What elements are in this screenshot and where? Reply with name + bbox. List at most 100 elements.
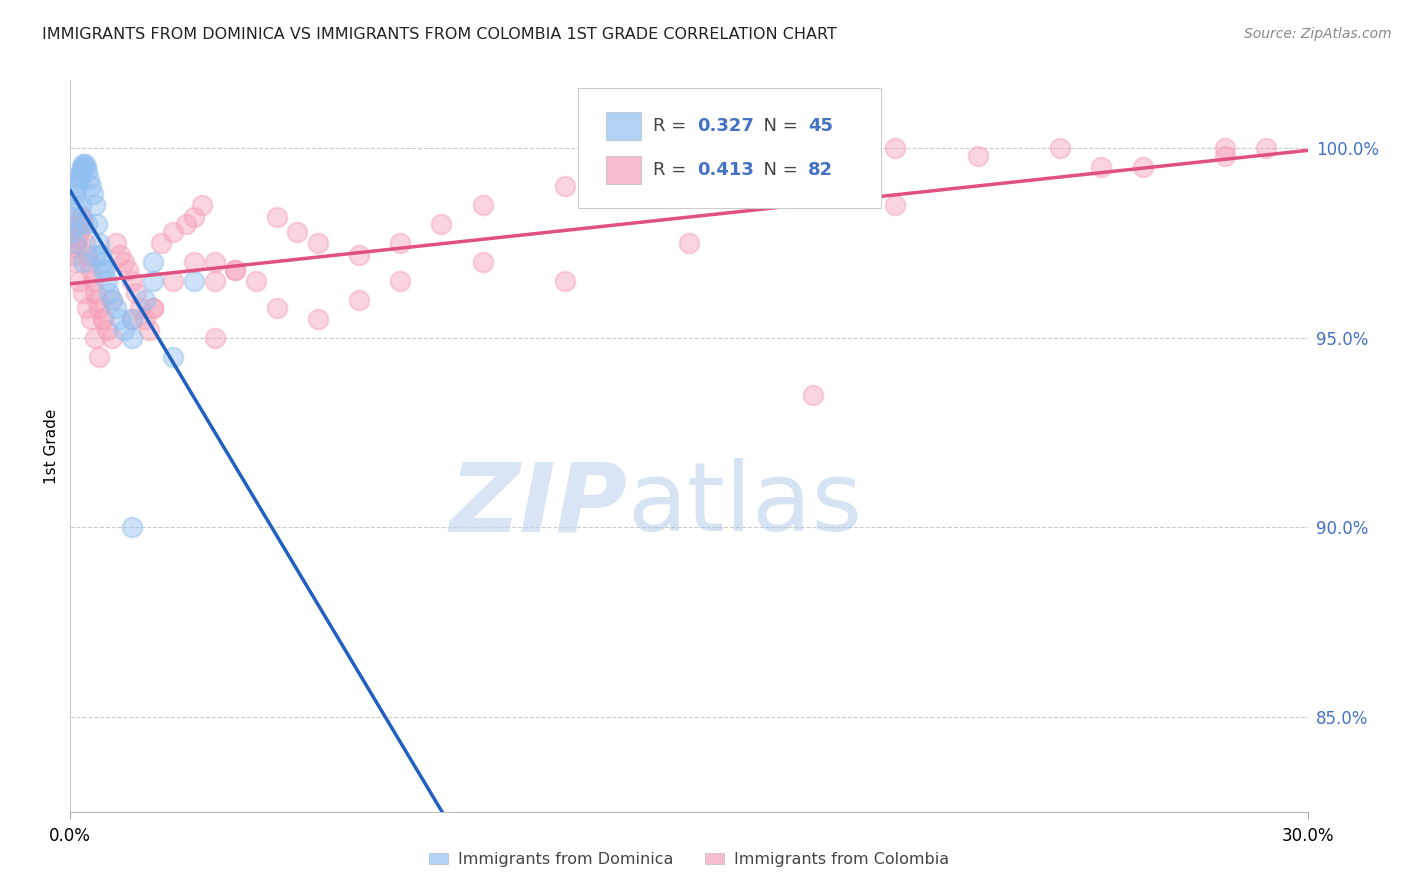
Point	[162, 274, 184, 288]
Y-axis label: 1st Grade: 1st Grade	[44, 409, 59, 483]
Point	[121, 520, 143, 534]
Point	[63, 198, 86, 212]
Point	[77, 255, 100, 269]
Point	[1090, 161, 1112, 175]
Point	[80, 312, 103, 326]
Point	[266, 210, 288, 224]
Text: Source: ZipAtlas.com: Source: ZipAtlas.com	[1244, 27, 1392, 41]
Point	[637, 171, 659, 186]
Point	[69, 210, 91, 224]
Point	[125, 285, 148, 300]
Point	[69, 164, 91, 178]
Point	[430, 217, 453, 231]
Point	[471, 255, 494, 269]
Point	[94, 262, 117, 277]
Point	[96, 323, 118, 337]
Point	[162, 225, 184, 239]
Point	[678, 236, 700, 251]
Point	[72, 217, 94, 231]
Point	[65, 179, 87, 194]
Point	[1132, 161, 1154, 175]
Point	[966, 149, 988, 163]
Point	[77, 171, 100, 186]
Point	[76, 247, 98, 261]
Point	[98, 285, 121, 300]
Point	[1213, 149, 1236, 163]
Point	[224, 262, 246, 277]
Point	[73, 236, 96, 251]
Point	[347, 247, 370, 261]
Point	[117, 262, 139, 277]
Point	[72, 255, 94, 269]
Point	[62, 255, 84, 269]
Point	[204, 255, 226, 269]
Point	[121, 312, 143, 326]
Point	[91, 255, 114, 269]
Point	[67, 171, 90, 186]
Text: 82: 82	[807, 161, 832, 179]
Point	[285, 225, 308, 239]
Point	[91, 312, 114, 326]
Text: R =: R =	[652, 118, 692, 136]
Point	[389, 236, 412, 251]
Point	[86, 293, 108, 307]
Point	[801, 388, 824, 402]
Point	[183, 274, 205, 288]
Point	[121, 274, 143, 288]
Point	[84, 285, 107, 300]
Point	[76, 164, 98, 178]
Point	[96, 274, 118, 288]
Legend: Immigrants from Dominica, Immigrants from Colombia: Immigrants from Dominica, Immigrants fro…	[423, 846, 955, 873]
Point	[108, 312, 131, 326]
Text: IMMIGRANTS FROM DOMINICA VS IMMIGRANTS FROM COLOMBIA 1ST GRADE CORRELATION CHART: IMMIGRANTS FROM DOMINICA VS IMMIGRANTS F…	[42, 27, 837, 42]
Point	[554, 179, 576, 194]
Point	[162, 350, 184, 364]
Point	[121, 312, 143, 326]
Point	[1256, 141, 1278, 155]
Point	[554, 274, 576, 288]
Point	[112, 323, 135, 337]
Point	[718, 161, 741, 175]
Bar	[606, 112, 641, 140]
Point	[347, 293, 370, 307]
Point	[89, 301, 111, 315]
Point	[73, 156, 96, 170]
Point	[266, 301, 288, 315]
Point	[884, 198, 907, 212]
Point	[471, 198, 494, 212]
Text: 45: 45	[807, 118, 832, 136]
Point	[307, 312, 329, 326]
Point	[82, 274, 104, 288]
Point	[72, 285, 94, 300]
Point	[60, 225, 83, 239]
Point	[67, 274, 90, 288]
Text: atlas: atlas	[627, 458, 862, 551]
Point	[86, 217, 108, 231]
Point	[100, 293, 122, 307]
Point	[65, 236, 87, 251]
Point	[389, 274, 412, 288]
Text: N =: N =	[752, 118, 804, 136]
Point	[84, 247, 107, 261]
Text: N =: N =	[752, 161, 804, 179]
Point	[204, 274, 226, 288]
Point	[66, 232, 89, 246]
Text: ZIP: ZIP	[449, 458, 627, 551]
Point	[150, 236, 173, 251]
Point	[1213, 141, 1236, 155]
Text: 0.413: 0.413	[697, 161, 755, 179]
Point	[104, 301, 127, 315]
FancyBboxPatch shape	[578, 87, 880, 209]
Point	[245, 274, 267, 288]
Point	[67, 217, 90, 231]
Point	[90, 247, 112, 261]
Point	[138, 323, 160, 337]
Point	[69, 198, 91, 212]
Point	[91, 262, 114, 277]
Point	[65, 240, 87, 254]
Point	[72, 156, 94, 170]
Bar	[606, 156, 641, 184]
Point	[183, 210, 205, 224]
Point	[174, 217, 197, 231]
Text: R =: R =	[652, 161, 692, 179]
